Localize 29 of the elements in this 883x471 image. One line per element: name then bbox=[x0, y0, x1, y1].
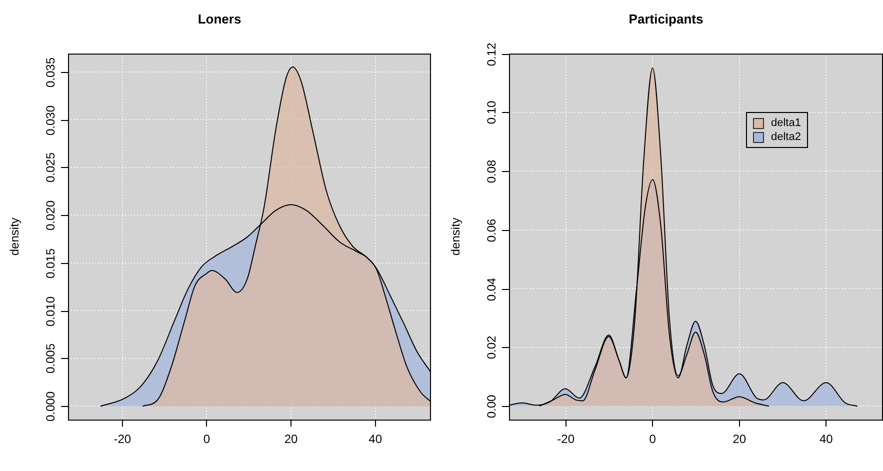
y-tick-label: 0.04 bbox=[484, 278, 498, 302]
y-tick-label: 0.000 bbox=[43, 391, 58, 422]
chart-title: Participants bbox=[628, 11, 704, 26]
chart-title: Loners bbox=[198, 11, 242, 26]
y-tick-label: 0.02 bbox=[484, 336, 498, 360]
y-tick-label: 0.10 bbox=[484, 100, 498, 124]
x-tick-label: -20 bbox=[557, 432, 575, 446]
y-tick-label: 0.06 bbox=[484, 218, 498, 242]
y-tick-label: 0.015 bbox=[43, 248, 58, 279]
x-tick-label: 40 bbox=[368, 432, 382, 446]
x-tick-label: 0 bbox=[203, 432, 210, 446]
x-tick-label: 40 bbox=[819, 432, 834, 446]
y-tick-label: 0.12 bbox=[484, 42, 498, 66]
x-tick-label: 20 bbox=[284, 432, 298, 446]
y-tick-label: 0.08 bbox=[484, 160, 498, 184]
x-tick-label: 0 bbox=[649, 432, 656, 446]
y-tick-label: 0.005 bbox=[43, 343, 58, 374]
y-axis-title: density bbox=[8, 218, 22, 256]
y-tick-label: 0.030 bbox=[43, 105, 58, 136]
legend-label: delta2 bbox=[771, 130, 801, 144]
x-tick-label: -20 bbox=[114, 432, 132, 446]
y-tick-label: 0.010 bbox=[43, 296, 58, 327]
y-tick-label: 0.00 bbox=[484, 394, 498, 418]
y-tick-label: 0.025 bbox=[43, 152, 58, 183]
legend-label: delta1 bbox=[771, 116, 801, 130]
y-tick-label: 0.020 bbox=[43, 200, 58, 231]
y-axis-title: density bbox=[448, 218, 463, 256]
y-tick-label: 0.035 bbox=[43, 57, 58, 88]
x-tick-label: 20 bbox=[732, 432, 746, 446]
